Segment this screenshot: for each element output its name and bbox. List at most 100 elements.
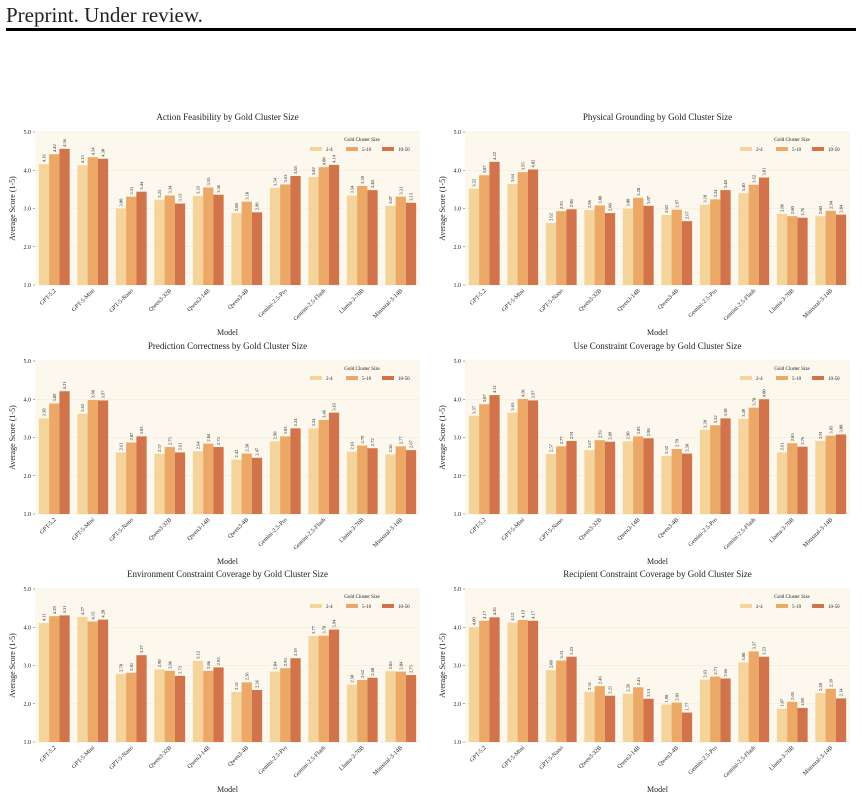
bar: [545, 223, 557, 285]
bar: [479, 620, 490, 742]
y-tick-label: 2.0: [454, 702, 462, 708]
value-label: 3.50: [41, 408, 46, 417]
x-tick-label: Ministral-3-14B: [802, 288, 834, 320]
bar: [584, 691, 595, 742]
bar: [699, 429, 711, 514]
bar: [468, 627, 480, 742]
bar: [280, 436, 291, 514]
bar: [776, 452, 788, 514]
x-tick-label: Qwen3-14B: [187, 745, 212, 770]
x-tick-label: Ministral-3-14B: [802, 745, 834, 777]
value-label: 2.52: [664, 446, 669, 454]
bar: [507, 412, 518, 514]
bar: [164, 447, 175, 514]
bar: [203, 187, 214, 285]
bar: [385, 205, 396, 285]
bar: [633, 687, 644, 742]
value-label: 2.86: [206, 660, 211, 669]
value-label: 2.98: [569, 199, 574, 208]
x-tick-label: GPT-5.2: [39, 288, 58, 307]
value-label: 2.46: [597, 676, 602, 685]
value-label: 2.93: [283, 658, 288, 667]
y-axis-label: Average Score (1-5): [8, 405, 17, 470]
bar: [357, 680, 368, 742]
bar: [97, 400, 109, 514]
subplot: Action Feasibility by Gold Cluster Size 1…: [8, 112, 420, 337]
value-label: 2.84: [206, 433, 211, 442]
x-tick-label: Gemini-2.5-Pro: [688, 288, 719, 319]
bar: [213, 447, 224, 514]
x-tick-label: GPT-5.2: [469, 517, 488, 536]
value-label: 3.97: [531, 390, 536, 399]
legend-title: Gold Cluster Size: [774, 138, 810, 143]
x-tick-label: Gemini-2.5-Flash: [293, 745, 327, 779]
bar: [77, 413, 88, 514]
y-tick-label: 2.0: [454, 245, 462, 251]
y-tick-label: 1.0: [24, 512, 32, 518]
value-label: 2.84: [272, 661, 277, 670]
x-tick-label: GPT-5-Nano: [539, 517, 565, 543]
x-tick-label: GPT-5.2: [469, 288, 488, 307]
value-label: 2.75: [167, 436, 172, 445]
value-label: 4.19: [520, 609, 525, 618]
value-label: 3.65: [510, 402, 515, 411]
bar: [835, 698, 847, 742]
legend-label: 5-10: [362, 605, 372, 610]
value-label: 2.84: [398, 661, 403, 670]
legend-swatch: [382, 147, 394, 151]
value-label: 4.00: [762, 389, 767, 398]
bar: [507, 184, 518, 285]
x-tick-label: Gemini-2.5-Flash: [723, 288, 757, 322]
value-label: 2.86: [167, 660, 172, 669]
bar: [38, 418, 50, 514]
value-label: 2.26: [625, 683, 630, 692]
y-tick-label: 4.0: [454, 168, 462, 174]
value-label: 1.89: [800, 697, 805, 706]
value-label: 3.07: [646, 195, 651, 204]
bar: [507, 622, 518, 742]
value-label: 2.88: [608, 202, 613, 211]
bar: [405, 202, 417, 285]
legend-swatch: [346, 147, 358, 151]
bar: [748, 184, 759, 285]
y-tick-label: 5.0: [24, 587, 32, 593]
value-label: 2.98: [646, 428, 651, 437]
bar: [269, 187, 281, 285]
value-label: 4.02: [531, 160, 536, 168]
x-tick-label: Qwen3-4B: [657, 288, 680, 311]
value-label: 3.64: [510, 173, 515, 182]
x-tick-label: Gemini-2.5-Pro: [258, 745, 289, 776]
value-label: 2.39: [828, 678, 833, 687]
value-label: 3.03: [636, 426, 641, 435]
x-tick-label: Llama-3-70B: [339, 517, 366, 544]
value-label: 2.85: [388, 661, 393, 670]
value-label: 2.57: [157, 443, 162, 452]
legend-title: Gold Cluster Size: [344, 367, 380, 372]
legend-title: Gold Cluster Size: [344, 138, 380, 143]
bar: [367, 190, 378, 285]
x-tick-label: Llama-3-70B: [769, 288, 796, 315]
value-label: 2.14: [839, 688, 844, 697]
bar: [825, 688, 836, 742]
x-tick-label: Qwen3-32B: [148, 288, 173, 313]
value-label: 2.68: [370, 667, 375, 676]
x-tick-label: Gemini-2.5-Pro: [688, 745, 719, 776]
bar: [174, 203, 186, 285]
value-label: 3.13: [559, 650, 564, 659]
bar: [566, 656, 577, 742]
bar: [290, 175, 301, 285]
value-label: 3.03: [139, 426, 144, 435]
y-tick-label: 3.0: [454, 207, 462, 213]
bar: [825, 210, 836, 285]
subplot: Use Constraint Coverage by Gold Cluster …: [438, 341, 850, 566]
value-label: 3.08: [597, 195, 602, 204]
legend-label: 2-4: [756, 377, 763, 382]
bar: [489, 161, 500, 285]
bar: [290, 428, 301, 514]
value-label: 3.31: [129, 187, 134, 195]
value-label: 2.31: [587, 682, 592, 690]
value-label: 2.43: [636, 677, 641, 686]
value-label: 3.07: [388, 195, 393, 204]
value-label: 3.23: [762, 646, 767, 655]
